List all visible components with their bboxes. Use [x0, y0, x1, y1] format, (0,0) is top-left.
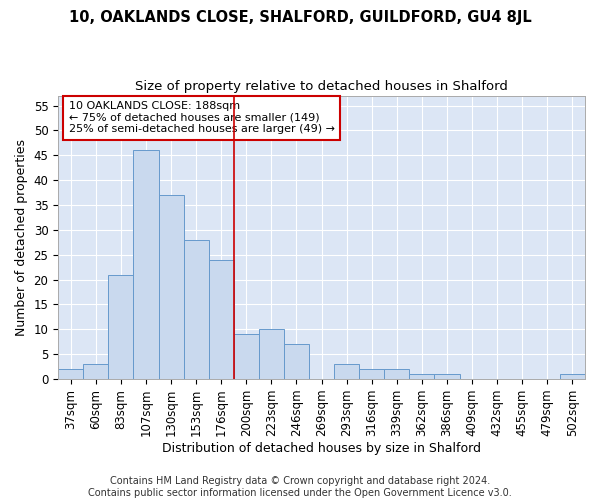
Text: Contains HM Land Registry data © Crown copyright and database right 2024.
Contai: Contains HM Land Registry data © Crown c… [88, 476, 512, 498]
Bar [133, 150, 158, 379]
Bar [184, 240, 209, 379]
Y-axis label: Number of detached properties: Number of detached properties [15, 139, 28, 336]
Bar [234, 334, 259, 379]
Bar [259, 330, 284, 379]
Bar [334, 364, 359, 379]
Bar [209, 260, 234, 379]
Bar [284, 344, 309, 379]
Bar [434, 374, 460, 379]
Bar [58, 369, 83, 379]
Bar [158, 195, 184, 379]
Bar [384, 369, 409, 379]
Text: 10 OAKLANDS CLOSE: 188sqm
← 75% of detached houses are smaller (149)
25% of semi: 10 OAKLANDS CLOSE: 188sqm ← 75% of detac… [68, 101, 335, 134]
Text: 10, OAKLANDS CLOSE, SHALFORD, GUILDFORD, GU4 8JL: 10, OAKLANDS CLOSE, SHALFORD, GUILDFORD,… [68, 10, 532, 25]
Title: Size of property relative to detached houses in Shalford: Size of property relative to detached ho… [135, 80, 508, 93]
Bar [109, 274, 133, 379]
Bar [83, 364, 109, 379]
Bar [409, 374, 434, 379]
Bar [359, 369, 384, 379]
Bar [560, 374, 585, 379]
X-axis label: Distribution of detached houses by size in Shalford: Distribution of detached houses by size … [162, 442, 481, 455]
